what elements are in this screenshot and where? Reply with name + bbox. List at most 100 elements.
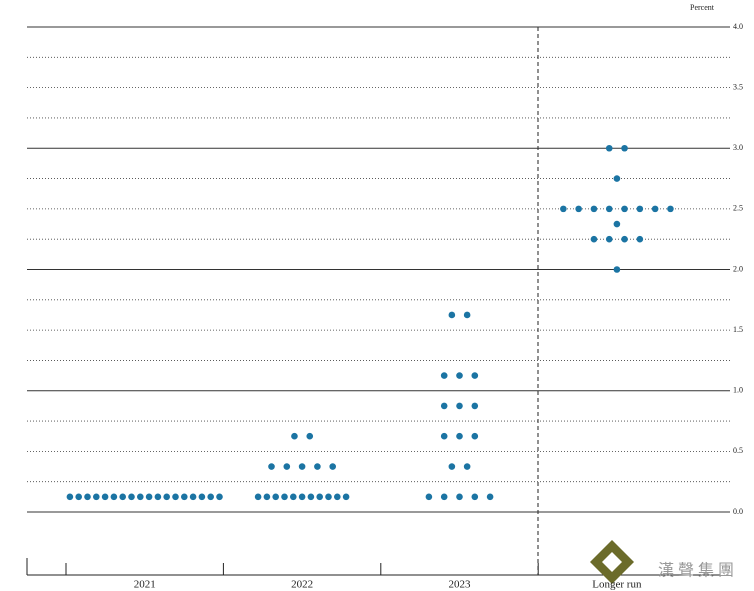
dot-group [66,493,223,501]
x-tick-label: Longer run [592,579,642,591]
dot [145,493,153,501]
dot [605,205,613,213]
dot-group [613,220,621,228]
dot [667,205,674,213]
dot [575,205,582,213]
dot [268,463,275,470]
dot-group [291,432,314,440]
dot [613,266,621,273]
dot [471,432,479,440]
dot [316,493,324,501]
dot [189,493,197,501]
dot [342,493,350,501]
dot [463,463,471,470]
dot [590,235,598,243]
dot [272,493,280,501]
dot-group [440,402,479,410]
dot [325,493,332,501]
dot [334,493,341,501]
logo [590,540,634,584]
dot [621,235,628,243]
dot [456,493,463,501]
dot [456,372,463,379]
dot [314,463,321,470]
dot [636,235,644,243]
dot-group [440,372,479,379]
dot-group [448,463,471,470]
y-tick-label: 1.0 [733,386,743,395]
dot [254,493,262,501]
dot-group [613,266,621,273]
dot [172,493,179,501]
dot [181,493,188,501]
dot-group [268,463,337,470]
y-tick-label: 3.0 [733,143,743,152]
dot [207,493,214,501]
dot [621,205,628,213]
dot-group [613,175,621,182]
dot [307,493,315,501]
y-tick-label: 2.5 [733,204,743,213]
dot-group [605,144,628,152]
y-tick-label: 2.0 [733,264,743,273]
y-tick-label: 1.5 [733,325,743,334]
dot [471,493,479,501]
dot [448,311,456,319]
dot [651,205,659,213]
dot [613,220,621,228]
dot-group [448,311,471,319]
dot-group [440,432,479,440]
dot [621,144,628,152]
dot [440,432,448,440]
dot [110,493,118,501]
dot [486,493,494,501]
dot [440,402,448,410]
dot [66,493,74,501]
y-tick-label: 0.5 [733,446,743,455]
x-tick-label: 2021 [134,579,156,591]
dot [119,493,126,501]
dot [456,432,463,440]
dot [263,493,271,501]
dot [613,175,621,182]
dot [128,493,135,501]
dot [456,402,463,410]
dot [306,432,314,440]
y-tick-label: 3.5 [733,82,743,91]
dot [471,372,479,379]
dot [298,463,306,470]
dot [281,493,288,501]
dot-group [254,493,350,501]
dot [163,493,170,501]
dot [291,432,298,440]
watermark: 漢 聲 集 團 [658,562,734,580]
dot [290,493,297,501]
dot-group [590,235,644,243]
y-tick-label: 0.0 [733,507,743,516]
dot [590,205,598,213]
dot [605,235,613,243]
dot [425,493,433,501]
dot [329,463,337,470]
dot [471,402,479,410]
dot [440,372,448,379]
dot [216,493,223,501]
dot [560,205,567,213]
dot-group [560,205,674,213]
dot [605,144,613,152]
dot [440,493,448,501]
dot [101,493,109,501]
dot-group [425,493,494,501]
x-tick-label: 2023 [449,579,472,591]
dot [448,463,456,470]
dot [154,493,162,501]
dot [198,493,206,501]
dot [137,493,144,501]
dot [463,311,471,319]
y-axis-label: Percent [690,3,715,12]
x-tick-label: 2022 [291,579,313,591]
y-tick-label: 4.0 [733,22,743,31]
dot [93,493,100,501]
dot [75,493,82,501]
